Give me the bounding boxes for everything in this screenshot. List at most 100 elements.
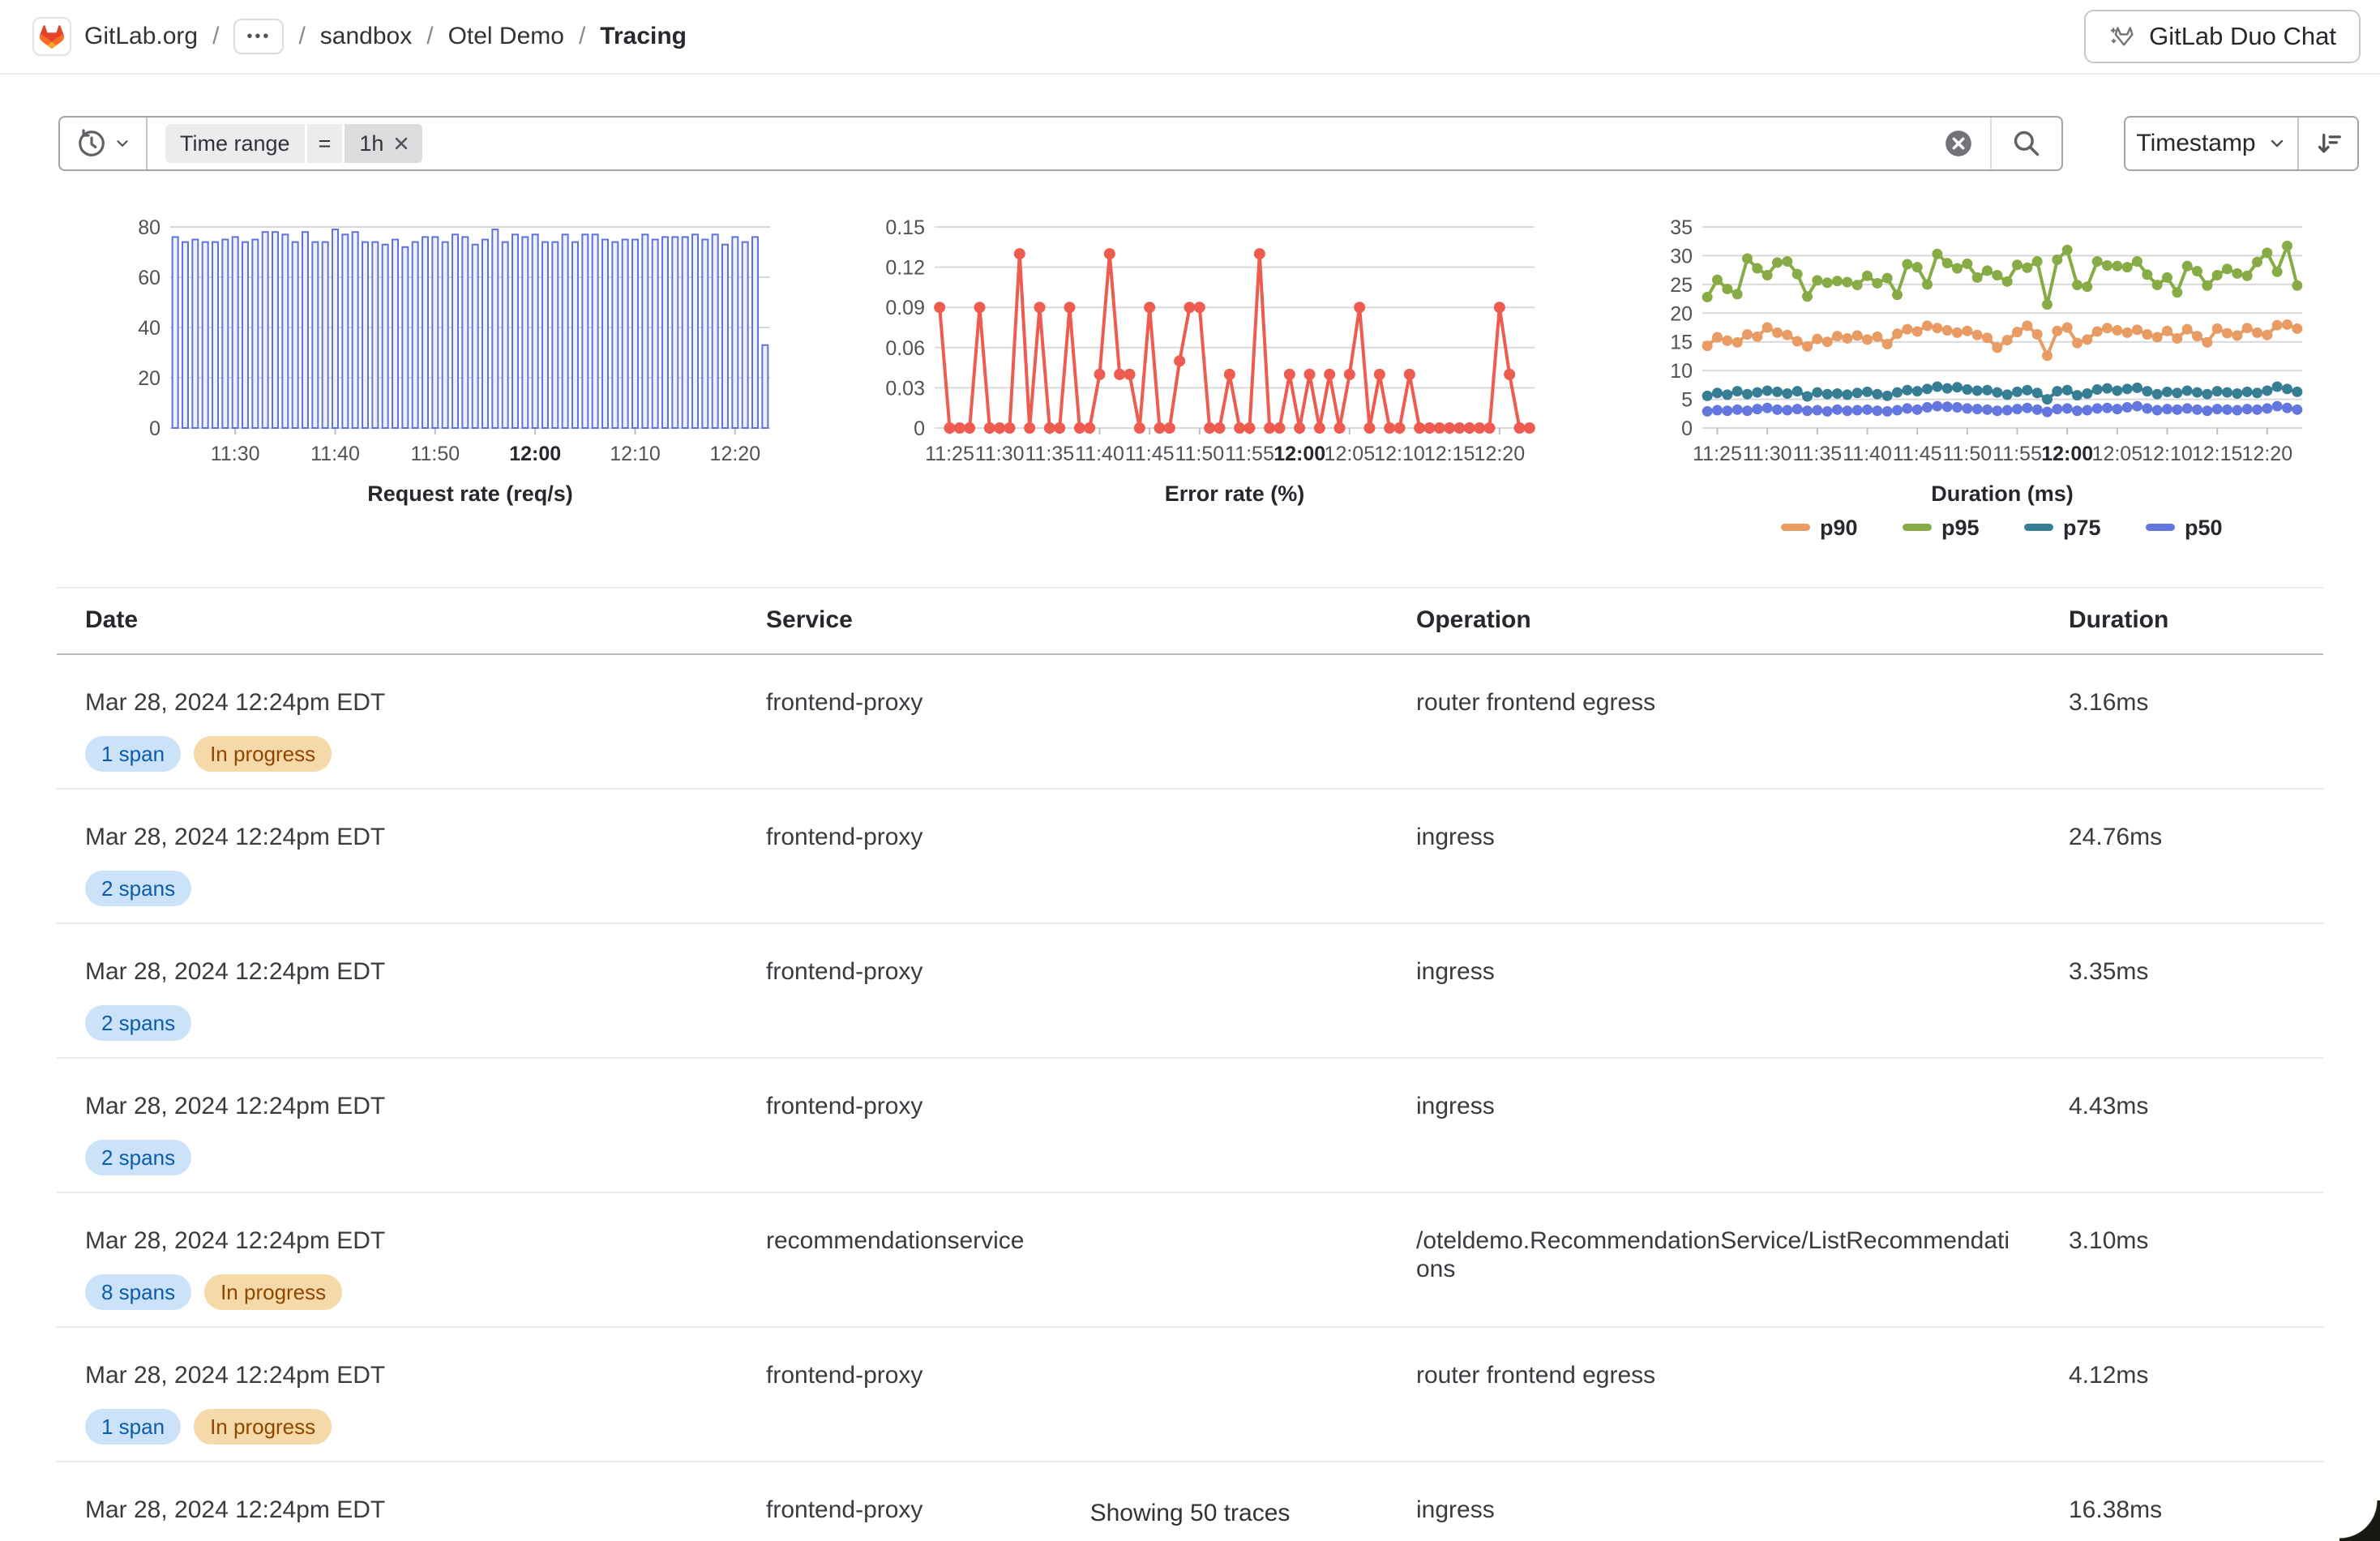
svg-text:5: 5 <box>1681 389 1693 412</box>
gitlab-logo[interactable] <box>32 17 71 56</box>
svg-text:0.15: 0.15 <box>885 216 925 239</box>
svg-text:12:15: 12:15 <box>2192 443 2243 465</box>
filter-token-operator[interactable]: = <box>306 124 343 163</box>
remove-token-icon[interactable] <box>392 134 411 153</box>
svg-text:80: 80 <box>138 216 161 239</box>
svg-text:11:25: 11:25 <box>925 443 974 465</box>
trace-duration: 24.76ms <box>2069 824 2163 850</box>
trace-badges: 1 span In progress <box>85 1409 738 1445</box>
svg-text:15: 15 <box>1670 332 1693 354</box>
svg-text:11:40: 11:40 <box>1843 443 1892 465</box>
svg-text:12:20: 12:20 <box>1475 443 1526 465</box>
trace-operation: ingress <box>1416 958 1495 985</box>
table-row[interactable]: Mar 28, 2024 12:24pm EDT 1 span In progre… <box>57 1328 2323 1462</box>
badge-warning: In progress <box>194 1409 332 1445</box>
filter-actions <box>1927 118 2061 169</box>
breadcrumb-org[interactable]: GitLab.org <box>84 23 199 49</box>
filter-tokens: Time range = 1h <box>165 124 1927 163</box>
breadcrumb-separator: / <box>212 23 220 49</box>
trace-operation: ingress <box>1416 1093 1495 1119</box>
trace-service: recommendationservice <box>766 1227 1025 1254</box>
trace-operation: router frontend egress <box>1416 689 1656 716</box>
trace-badges: 2 spans <box>85 1005 738 1041</box>
breadcrumb-project[interactable]: Otel Demo <box>447 23 564 49</box>
svg-text:p75: p75 <box>2063 516 2101 540</box>
chevron-down-icon <box>2271 139 2283 148</box>
table-row[interactable]: Mar 28, 2024 12:24pm EDT 1 span In progre… <box>57 655 2323 790</box>
breadcrumb-separator: / <box>426 23 434 49</box>
trace-duration: 3.35ms <box>2069 958 2149 985</box>
trace-date: Mar 28, 2024 12:24pm EDT <box>85 824 386 850</box>
date-cell: Mar 28, 2024 12:24pm EDT 8 spans In progr… <box>57 1193 738 1326</box>
trace-duration: 3.10ms <box>2069 1227 2149 1254</box>
svg-text:11:55: 11:55 <box>1993 443 2042 465</box>
date-cell: Mar 28, 2024 12:24pm EDT 1 span In progre… <box>57 655 738 788</box>
date-cell: Mar 28, 2024 12:24pm EDT 2 spans <box>57 924 738 1057</box>
svg-text:0: 0 <box>149 417 161 440</box>
sort-direction-button[interactable] <box>2297 118 2357 169</box>
screen-corner-decoration <box>2339 1500 2380 1541</box>
table-row[interactable]: Mar 28, 2024 12:24pm EDT 2 spans fronten… <box>57 1059 2323 1193</box>
svg-text:12:20: 12:20 <box>2242 443 2293 465</box>
svg-text:12:10: 12:10 <box>1374 443 1425 465</box>
trace-service: frontend-proxy <box>766 824 923 850</box>
trace-operation: /oteldemo.RecommendationService/ListReco… <box>1416 1227 2010 1282</box>
svg-text:12:00: 12:00 <box>509 443 561 465</box>
trace-service: frontend-proxy <box>766 689 923 716</box>
trace-rows: Mar 28, 2024 12:24pm EDT 1 span In progre… <box>57 655 2323 1541</box>
trace-duration: 4.12ms <box>2069 1362 2149 1389</box>
svg-text:12:05: 12:05 <box>2092 443 2143 465</box>
sort-field-dropdown[interactable]: Timestamp <box>2125 118 2297 169</box>
duo-chat-button[interactable]: GitLab Duo Chat <box>2084 10 2361 63</box>
search-history-dropdown[interactable] <box>60 118 148 169</box>
trace-service: frontend-proxy <box>766 958 923 985</box>
filter-token-value-label: 1h <box>359 131 384 156</box>
svg-text:11:25: 11:25 <box>1693 443 1742 465</box>
error-rate-chart: 0 0.03 0.06 0.09 0.12 0.15 11:25 11:30 11:35 11:4… <box>878 216 1543 513</box>
traces-count-summary: Showing 50 traces <box>1089 1500 1291 1526</box>
table-row[interactable]: Mar 28, 2024 12:24pm EDT frontend-proxy … <box>57 1462 2323 1541</box>
svg-text:12:05: 12:05 <box>1325 443 1376 465</box>
trace-date: Mar 28, 2024 12:24pm EDT <box>85 1227 386 1254</box>
svg-text:35: 35 <box>1670 216 1693 239</box>
svg-text:12:10: 12:10 <box>610 443 661 465</box>
trace-service: frontend-proxy <box>766 1496 923 1523</box>
search-button[interactable] <box>1990 118 2061 169</box>
sort-field-label: Timestamp <box>2136 130 2256 156</box>
badge-warning: In progress <box>194 736 332 772</box>
svg-text:10: 10 <box>1670 360 1693 383</box>
svg-text:30: 30 <box>1670 245 1693 268</box>
badge-info: 1 span <box>85 1409 182 1445</box>
svg-text:11:50: 11:50 <box>1175 443 1224 465</box>
svg-text:0.09: 0.09 <box>885 297 925 319</box>
filter-token-key[interactable]: Time range <box>165 124 305 163</box>
request-rate-svg: 0 20 40 60 80 11:30 11:40 11:50 12:00 12:10 12:20 R… <box>138 216 770 506</box>
svg-text:0.03: 0.03 <box>885 377 925 400</box>
svg-text:11:35: 11:35 <box>1025 443 1074 465</box>
date-cell: Mar 28, 2024 12:24pm EDT 1 span In progre… <box>57 1328 738 1461</box>
table-row[interactable]: Mar 28, 2024 12:24pm EDT 8 spans In progr… <box>57 1193 2323 1328</box>
filter-token-value[interactable]: 1h <box>345 124 423 163</box>
breadcrumb-group[interactable]: sandbox <box>319 23 413 49</box>
svg-text:p90: p90 <box>1820 516 1858 540</box>
clear-search-button[interactable] <box>1927 118 1990 169</box>
breadcrumb-separator: / <box>578 23 586 49</box>
table-row[interactable]: Mar 28, 2024 12:24pm EDT 2 spans fronten… <box>57 790 2323 924</box>
svg-text:11:45: 11:45 <box>1893 443 1942 465</box>
svg-text:0: 0 <box>914 417 925 440</box>
traces-table: Date Service Operation Duration Mar 28, … <box>57 587 2323 1541</box>
svg-text:60: 60 <box>138 267 161 289</box>
trace-duration: 3.16ms <box>2069 689 2149 716</box>
badge-info: 8 spans <box>85 1274 192 1310</box>
trace-badges: 2 spans <box>85 871 738 906</box>
request-rate-chart: 0 20 40 60 80 11:30 11:40 11:50 12:00 12:10 12:20 R… <box>113 216 778 513</box>
svg-text:20: 20 <box>138 367 161 390</box>
trace-badges: 8 spans In progress <box>85 1274 738 1310</box>
table-row[interactable]: Mar 28, 2024 12:24pm EDT 2 spans fronten… <box>57 924 2323 1059</box>
sort-control: Timestamp <box>2124 116 2359 171</box>
breadcrumb-ellipsis-button[interactable]: ••• <box>233 19 285 54</box>
table-header-row: Date Service Operation Duration <box>57 589 2323 655</box>
svg-text:Request rate (req/s): Request rate (req/s) <box>367 482 573 506</box>
